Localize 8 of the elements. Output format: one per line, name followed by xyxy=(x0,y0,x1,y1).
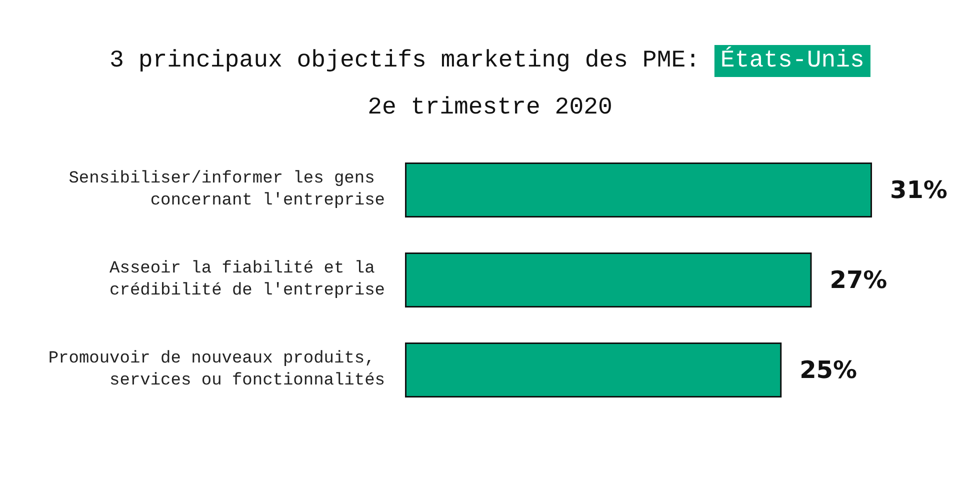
data-label: 31% xyxy=(890,176,948,204)
y-tick-label: Asseoir la fiabilité et la crédibilité de l'entreprise xyxy=(110,260,385,300)
data-label: 25% xyxy=(800,356,858,384)
chart-title: 3 principaux objectifs marketing des PME: États-Unis xyxy=(110,46,864,74)
chart-subtitle: 2e trimestre 2020 xyxy=(368,94,612,122)
data-label: 27% xyxy=(830,266,888,294)
y-tick-label: Promouvoir de nouveaux produits, services ou fonctionnalités xyxy=(48,350,385,390)
y-tick-label: Sensibiliser/informer les gens concernant l'entreprise xyxy=(68,170,385,210)
